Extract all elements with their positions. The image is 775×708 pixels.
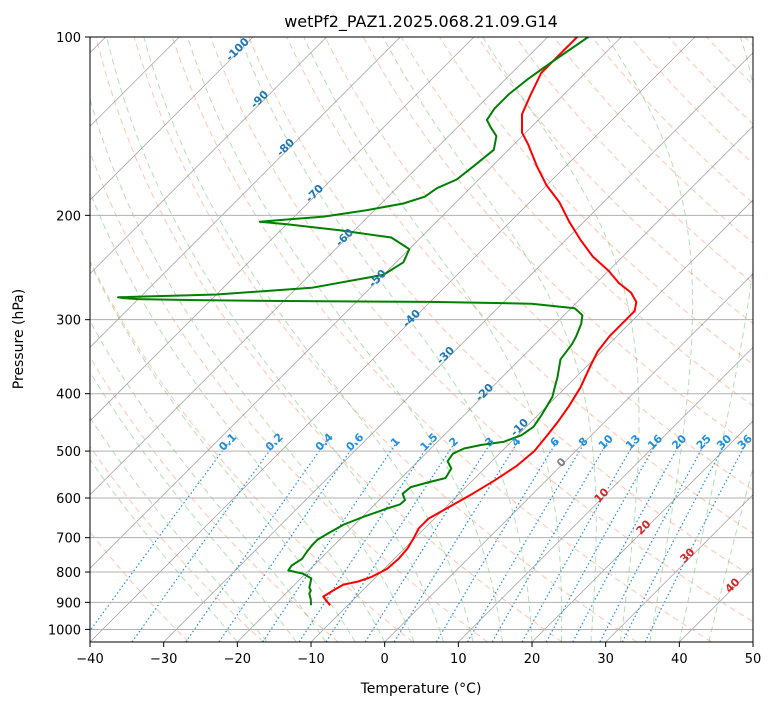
dry-adiabat — [248, 37, 753, 578]
dry-adiabat — [95, 37, 563, 642]
y-tick-label: 200 — [56, 209, 81, 224]
temperature-line — [322, 37, 638, 606]
moist-adiabat — [303, 37, 563, 642]
mixing-ratio-line — [325, 440, 457, 642]
isotherm — [90, 37, 696, 642]
moist-adiabat — [90, 320, 327, 642]
moist-adiabat — [187, 37, 503, 642]
profiles — [117, 37, 638, 606]
isotherm — [458, 346, 753, 642]
x-tick-label: 20 — [524, 652, 541, 667]
y-tick-label: 100 — [56, 31, 81, 46]
isotherm — [90, 37, 475, 422]
y-tick-label: 500 — [56, 445, 81, 460]
isotherm — [90, 37, 548, 496]
dry-adiabat — [210, 37, 753, 623]
mixing-ratio-line — [131, 440, 278, 642]
x-tick-label: 10 — [450, 652, 467, 667]
mixing-ratio-line — [644, 440, 748, 642]
x-tick-label: −40 — [76, 652, 103, 667]
y-tick-label: 300 — [56, 314, 81, 329]
dewpoint-line — [117, 37, 589, 606]
mixing-ratio-line — [262, 440, 399, 642]
mixing-ratio-line — [185, 440, 328, 642]
x-axis: −40 −30 −20 −10 0 10 20 30 40 50 — [76, 642, 761, 667]
x-tick-label: −10 — [297, 652, 324, 667]
dry-adiabat — [171, 37, 712, 642]
x-tick-label: −20 — [224, 652, 251, 667]
isotherm — [90, 37, 401, 348]
dry-adiabat — [90, 259, 414, 642]
moist-adiabat — [708, 465, 753, 642]
mixing-ratio-line — [521, 440, 637, 642]
moist-adiabat — [482, 37, 640, 642]
y-tick-label: 600 — [56, 492, 81, 507]
moist-adiabat — [106, 37, 445, 642]
y-tick-label: 700 — [56, 532, 81, 547]
moist-adiabat — [143, 37, 474, 642]
moist-adiabat — [90, 190, 386, 642]
moist-adiabat — [90, 458, 238, 642]
isotherm — [605, 494, 753, 642]
dry-adiabat — [515, 37, 753, 284]
y-tick-label: 400 — [56, 388, 81, 403]
dry-adiabat — [286, 37, 753, 534]
moist-adiabat — [90, 261, 356, 642]
dry-adiabat — [324, 37, 753, 491]
isotherm — [163, 52, 753, 642]
moist-adiabat — [90, 370, 297, 642]
mixing-ratio-line — [572, 440, 683, 642]
mixing-ratio-line — [393, 440, 520, 642]
chart-title: wetPf2_PAZ1.2025.068.21.09.G14 — [284, 12, 558, 32]
y-tick-label: 1000 — [48, 623, 81, 638]
pressure-gridlines — [90, 37, 753, 630]
x-tick-label: −30 — [150, 652, 177, 667]
mixing-ratio-line — [491, 440, 609, 642]
y-tick-label: 900 — [56, 596, 81, 611]
mixing-ratio-line — [466, 440, 587, 642]
mixing-ratio-line — [298, 440, 432, 642]
isotherm — [531, 420, 753, 642]
mixing-ratio-line — [545, 440, 659, 642]
isotherm — [752, 641, 753, 642]
isotherm — [90, 37, 622, 569]
x-axis-title: Temperature (°C) — [360, 681, 482, 697]
moist-adiabat — [606, 37, 694, 642]
y-axis: 100 200 300 400 500 600 700 800 900 1000 — [48, 31, 90, 638]
isotherm — [90, 37, 327, 275]
dry-adiabat — [90, 356, 339, 642]
y-tick-label: 800 — [56, 566, 81, 581]
isotherm — [237, 125, 753, 642]
moist-adiabat — [90, 416, 268, 642]
y-axis-title: Pressure (hPa) — [11, 289, 27, 389]
dry-adiabat — [90, 445, 264, 642]
background-lines — [90, 37, 753, 642]
x-tick-label: 40 — [671, 652, 688, 667]
moist-adiabat — [239, 37, 533, 642]
isotherm — [90, 37, 254, 201]
dry-adiabat — [133, 37, 638, 642]
x-tick-label: 30 — [597, 652, 614, 667]
moist-adiabat — [382, 37, 597, 642]
moist-adiabat — [678, 37, 753, 642]
x-tick-label: 50 — [745, 652, 762, 667]
x-tick-label: 0 — [381, 652, 389, 667]
plot-background — [90, 37, 753, 642]
mixing-ratio-line — [435, 440, 558, 642]
plot-frame — [89, 36, 754, 643]
mixing-ratio-line — [364, 440, 493, 642]
mixing-ratio-line — [90, 440, 231, 632]
isotherm — [384, 273, 753, 642]
